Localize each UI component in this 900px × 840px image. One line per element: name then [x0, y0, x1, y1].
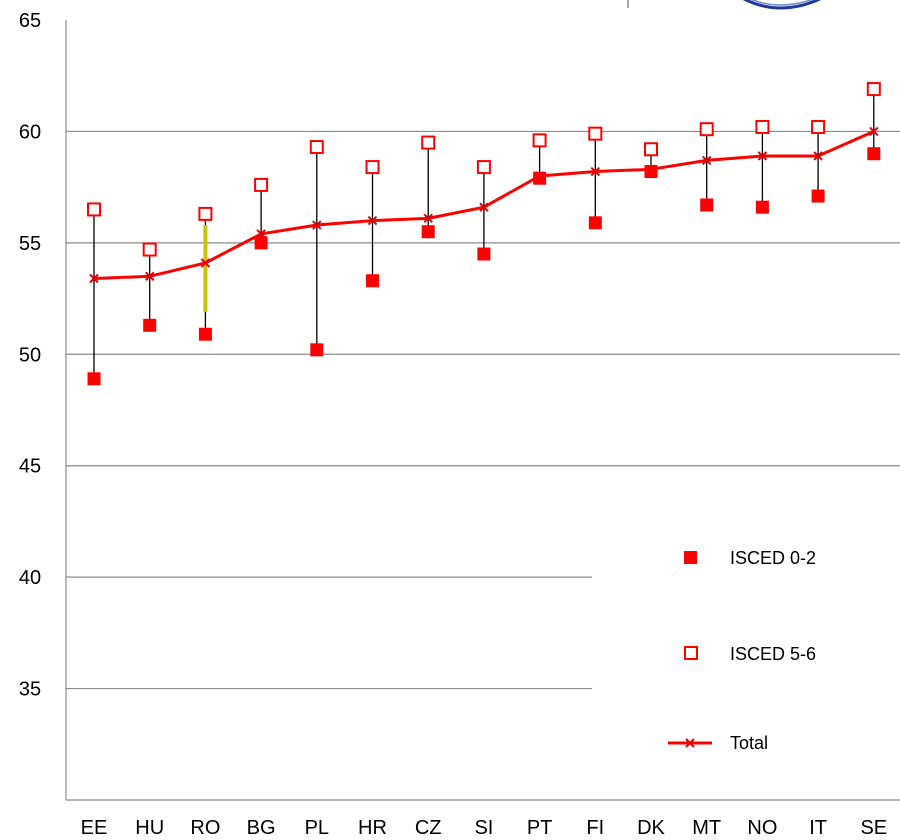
x-tick-label: BG — [247, 817, 276, 839]
isced-0-2-point — [421, 225, 435, 239]
isced-0-2-point — [198, 327, 212, 341]
isced-5-6-point — [866, 82, 881, 97]
isced-0-2-point — [811, 189, 825, 203]
legend: ISCED 0-2 ISCED 5-6 Total — [668, 548, 816, 753]
isced-5-6-point — [699, 122, 714, 137]
x-tick-label: HU — [135, 817, 164, 839]
x-tick-label: DK — [637, 817, 665, 839]
x-tick-label: RO — [190, 817, 220, 839]
total-point — [590, 166, 601, 177]
isced-5-6-point — [588, 126, 603, 141]
isced-5-6-point — [644, 142, 658, 157]
gridlines — [66, 130, 900, 690]
x-tick-label: MT — [692, 817, 721, 839]
isced-0-2-point — [755, 200, 769, 214]
total-point — [813, 151, 823, 161]
y-tick-label: 65 — [19, 10, 41, 32]
isced-5-6-point — [811, 119, 826, 134]
y-tick-label: 50 — [19, 344, 41, 366]
isced-0-2-point — [700, 198, 714, 212]
isced-5-6-point — [532, 133, 547, 148]
logo-fragment — [627, 0, 822, 10]
legend-label-isced-0-2: ISCED 0-2 — [730, 548, 816, 568]
total-point — [757, 151, 768, 161]
total-point — [869, 126, 879, 137]
y-tick-label: 60 — [19, 121, 41, 143]
markers — [87, 82, 881, 386]
y-tick-label: 40 — [19, 567, 41, 589]
isced-0-2-point — [254, 236, 268, 250]
legend-marker-total — [685, 738, 695, 748]
y-tick-label: 55 — [19, 233, 41, 255]
logo-inner-arc — [751, 0, 813, 6]
isced-5-6-point — [254, 177, 269, 192]
x-tick-label: CZ — [415, 817, 442, 839]
isced-0-2-point — [588, 216, 602, 230]
total-point — [200, 258, 211, 268]
total-point — [312, 220, 322, 230]
isced-0-2-point — [87, 372, 101, 386]
total-point — [701, 155, 712, 166]
total-point — [479, 202, 489, 212]
x-tick-label: IT — [809, 817, 827, 839]
total-point — [367, 215, 378, 226]
y-tick-labels: 35 40 45 50 55 60 65 — [19, 10, 41, 701]
isced-5-6-point — [87, 202, 101, 217]
y-tick-label: 35 — [19, 679, 41, 701]
x-tick-label: FI — [586, 817, 604, 839]
isced-0-2-point — [477, 247, 491, 261]
isced-5-6-point — [309, 140, 324, 155]
axes — [65, 20, 900, 801]
legend-label-isced-5-6: ISCED 5-6 — [730, 644, 816, 664]
legend-marker-isced-0-2 — [684, 551, 697, 564]
isced-5-6-point — [755, 119, 770, 134]
logo-arc — [742, 0, 822, 10]
total-point — [423, 213, 433, 224]
isced-0-2-point — [310, 343, 324, 357]
x-tick-label: EE — [81, 817, 108, 839]
x-tick-label: SI — [474, 817, 493, 839]
total-point — [144, 271, 155, 281]
isced-5-6-point — [421, 135, 436, 150]
x-tick-label: HR — [358, 817, 387, 839]
x-tick-label: SE — [860, 817, 887, 839]
isced-5-6-point — [142, 242, 157, 257]
isced-0-2-point — [143, 318, 157, 332]
isced-0-2-point — [533, 171, 547, 185]
isced-0-2-point — [366, 274, 379, 288]
total-point — [89, 273, 99, 284]
x-tick-label: PT — [527, 817, 553, 839]
isced-5-6-point — [198, 206, 213, 221]
legend-label-total: Total — [730, 733, 768, 753]
legend-marker-isced-5-6 — [684, 646, 698, 660]
y-tick-label: 45 — [19, 456, 41, 478]
x-tick-labels: EE HU RO BG PL HR CZ SI PT FI DK MT NO IT SE — [81, 817, 887, 839]
isced-0-2-point — [867, 147, 881, 161]
isced-5-6-point — [365, 160, 380, 175]
x-tick-label: PL — [305, 817, 329, 839]
x-tick-label: NO — [747, 817, 777, 839]
isced-0-2-point — [644, 165, 658, 179]
isced-5-6-point — [476, 160, 491, 175]
